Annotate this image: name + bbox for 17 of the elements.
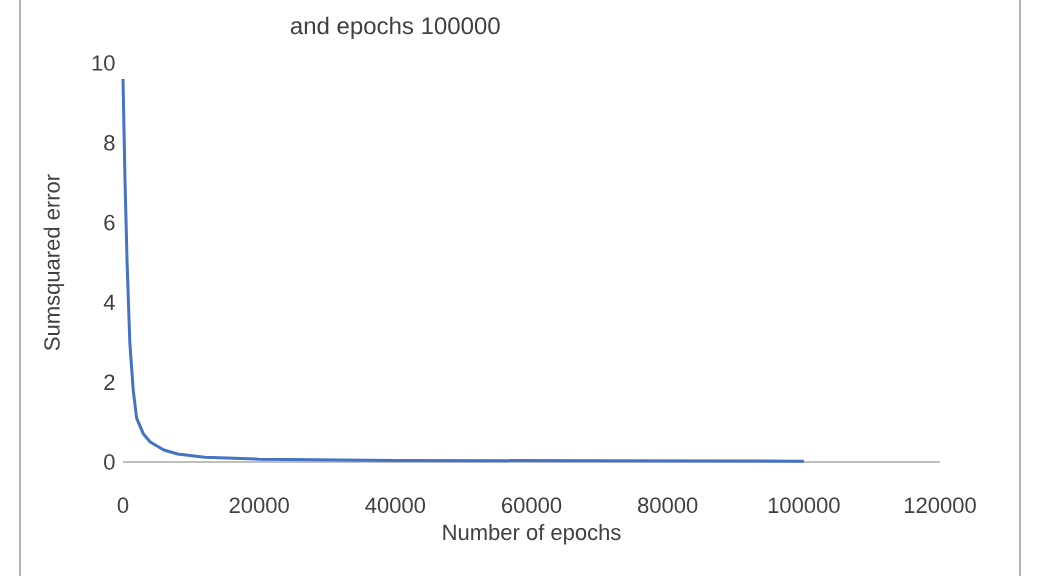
x-tick-label: 60000	[502, 497, 562, 514]
y-tick-label: 8	[104, 135, 115, 151]
x-tick-label: 80000	[638, 497, 698, 514]
x-tick-label: 40000	[365, 497, 426, 514]
y-tick-label: 4	[103, 294, 115, 310]
line-series	[121, 77, 806, 463]
chart-title: and epochs 100000	[290, 16, 500, 40]
y-tick-label: 6	[104, 214, 115, 231]
y-tick-label: 10	[92, 55, 115, 71]
x-tick-label: 100000	[768, 497, 840, 514]
x-tick-label: 0	[117, 497, 129, 514]
x-tick-label: 120000	[904, 497, 976, 514]
x-tick-label: 20000	[229, 497, 289, 514]
y-axis-title: Sumsquared error	[43, 174, 65, 351]
x-axis-title: Number of epochs	[443, 523, 621, 545]
y-tick-label: 0	[104, 454, 115, 470]
y-tick-label: 2	[104, 374, 115, 390]
